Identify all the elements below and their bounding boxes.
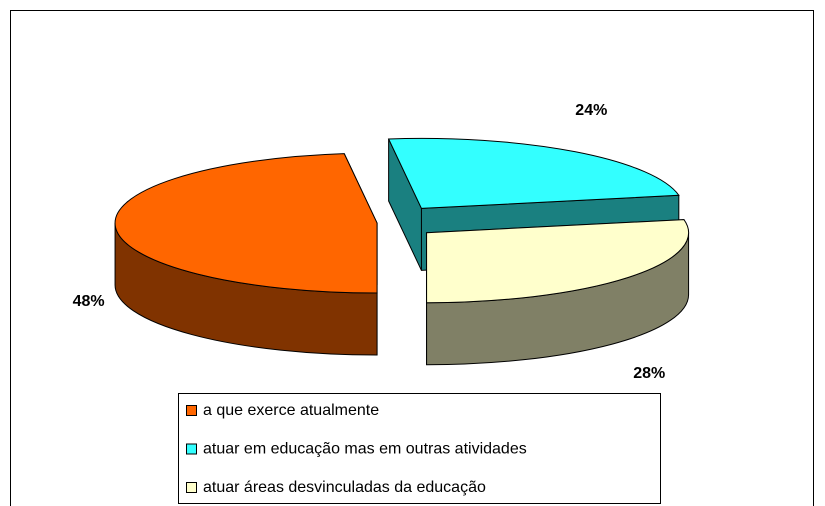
pie: 48% 24% 28% bbox=[73, 102, 690, 382]
legend-swatch bbox=[186, 443, 197, 455]
legend: a que exerce atualmente atuar em educação… bbox=[178, 393, 661, 504]
legend-label: a que exerce atualmente bbox=[203, 402, 379, 419]
chart-frame bbox=[10, 10, 814, 506]
data-label: 48% bbox=[73, 293, 105, 310]
legend-label: atuar em educação mas em outras atividad… bbox=[203, 441, 527, 458]
slice-top bbox=[426, 219, 690, 304]
legend-swatch bbox=[186, 482, 197, 493]
pie-slice bbox=[426, 219, 690, 366]
data-label: 24% bbox=[575, 102, 607, 119]
legend-box bbox=[178, 393, 661, 504]
pie-slice bbox=[114, 153, 378, 356]
legend-swatch bbox=[186, 405, 197, 416]
data-label: 28% bbox=[633, 365, 665, 382]
legend-label: atuar áreas desvinculadas da educação bbox=[203, 479, 486, 496]
slice-top bbox=[114, 153, 378, 294]
slice-top bbox=[387, 137, 680, 209]
